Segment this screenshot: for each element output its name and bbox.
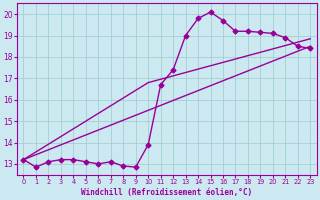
X-axis label: Windchill (Refroidissement éolien,°C): Windchill (Refroidissement éolien,°C) — [81, 188, 252, 197]
